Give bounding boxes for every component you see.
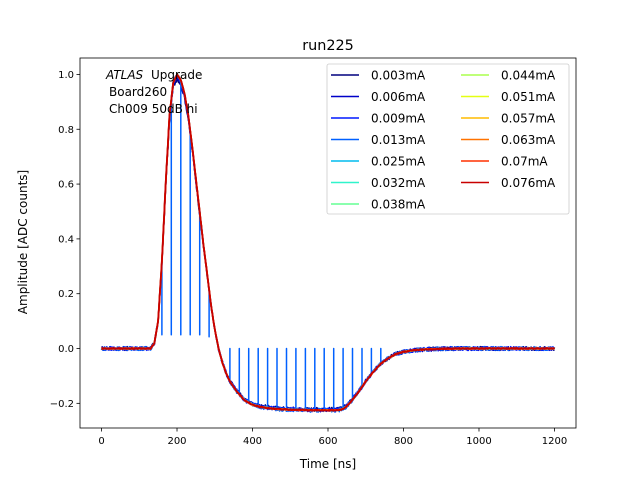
y-tick-label: 0.2 — [58, 289, 74, 300]
legend-label: 0.07mA — [501, 155, 548, 169]
legend-label: 0.076mA — [501, 176, 556, 190]
x-tick-label: 600 — [318, 436, 337, 447]
legend-label: 0.038mA — [371, 198, 426, 212]
x-tick-label: 400 — [243, 436, 262, 447]
y-axis-label: Amplitude [ADC counts] — [16, 170, 30, 314]
legend-label: 0.006mA — [371, 90, 426, 104]
legend-box — [326, 63, 570, 215]
svg-text:ATLAS Upgrade: ATLAS Upgrade — [105, 68, 202, 82]
legend-label: 0.025mA — [371, 155, 426, 169]
legend-label: 0.051mA — [501, 90, 556, 104]
legend-label: 0.009mA — [371, 112, 426, 126]
x-axis-ticks: 0 200 400 600 800 1000 1200 — [98, 428, 567, 447]
x-tick-label: 1000 — [466, 436, 491, 447]
x-axis-label: Time [ns] — [299, 457, 356, 471]
series-line-0-076mA — [101, 73, 556, 412]
chart-title: run225 — [302, 38, 354, 54]
series-layer — [100, 73, 556, 413]
legend-label: 0.032mA — [371, 176, 426, 190]
y-tick-label: 0.4 — [58, 234, 74, 245]
x-tick-label: 200 — [167, 436, 186, 447]
board-label: Board260 — [109, 85, 167, 99]
plot-annotation: ATLAS Upgrade Board260 Ch009 50dB hi — [105, 68, 202, 116]
atlas-label: ATLAS — [105, 68, 144, 82]
plot-frame — [79, 57, 577, 429]
x-tick-label: 800 — [394, 436, 413, 447]
legend-label: 0.044mA — [501, 69, 556, 83]
upgrade-label: Upgrade — [151, 68, 202, 82]
legend-label: 0.063mA — [501, 133, 556, 147]
legend-label: 0.013mA — [371, 133, 426, 147]
legend: 0.003mA 0.006mA 0.009mA 0.013mA 0.025mA 0.032… — [326, 63, 570, 215]
legend-label: 0.003mA — [371, 69, 426, 83]
x-tick-label: 1200 — [542, 436, 567, 447]
y-axis-ticks: −0.2 0.0 0.2 0.4 0.6 0.8 1.0 — [50, 70, 80, 410]
channel-label: Ch009 50dB hi — [109, 102, 198, 116]
y-tick-label: 0.0 — [58, 344, 74, 355]
y-tick-label: 1.0 — [58, 70, 74, 81]
y-tick-label: 0.6 — [58, 180, 74, 191]
x-tick-label: 0 — [98, 436, 104, 447]
y-tick-label: 0.8 — [58, 125, 74, 136]
y-tick-label: −0.2 — [50, 399, 74, 410]
legend-label: 0.057mA — [501, 112, 556, 126]
